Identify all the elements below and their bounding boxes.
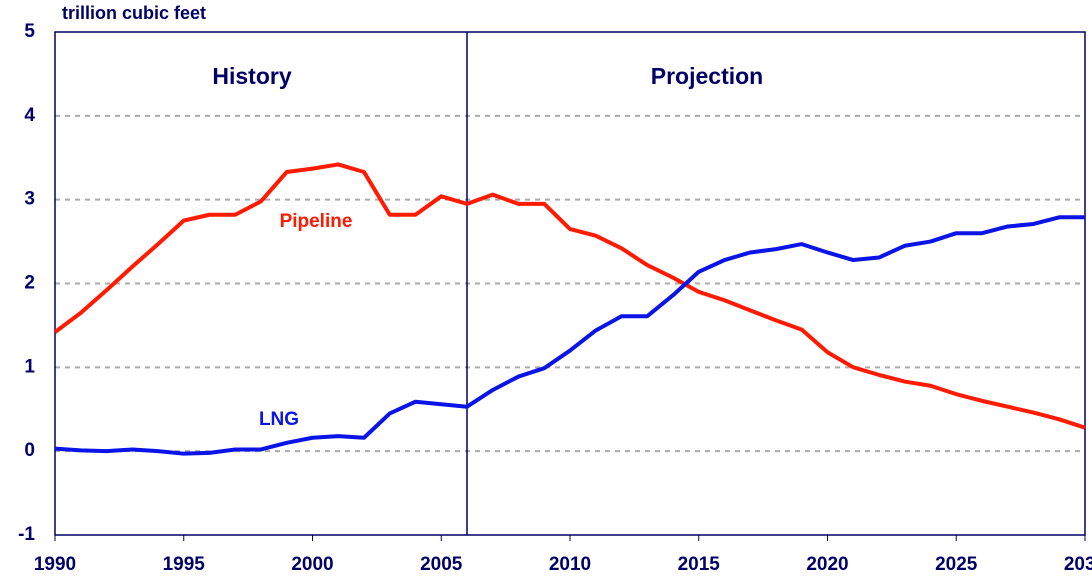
plot-frame bbox=[54, 31, 1086, 536]
lng-label: LNG bbox=[259, 409, 299, 430]
x-tick-label: 2025 bbox=[935, 554, 978, 575]
x-tick-label: 2015 bbox=[678, 554, 721, 575]
y-tick-label: 2 bbox=[24, 273, 35, 294]
x-tick-label: 2010 bbox=[549, 554, 591, 575]
y-axis-label: trillion cubic feet bbox=[62, 3, 206, 23]
x-tick-label: 2020 bbox=[806, 554, 848, 575]
y-tick-label: 4 bbox=[24, 105, 35, 126]
y-tick-label: 5 bbox=[24, 21, 35, 42]
y-tick-label: 0 bbox=[24, 440, 35, 461]
x-tick-label: 2000 bbox=[291, 554, 333, 575]
x-tick-label: 2030 bbox=[1064, 554, 1092, 575]
x-tick-label: 1990 bbox=[34, 554, 76, 575]
projection-label: Projection bbox=[651, 63, 763, 89]
y-tick-label: 1 bbox=[24, 356, 35, 377]
series-line bbox=[54, 215, 1085, 456]
x-tick-label: 2005 bbox=[420, 554, 463, 575]
y-tick-label: -1 bbox=[18, 524, 35, 545]
pipeline-label: Pipeline bbox=[280, 211, 353, 232]
series-line bbox=[53, 162, 1086, 430]
history-label: History bbox=[212, 63, 291, 89]
x-tick-label: 1995 bbox=[163, 554, 206, 575]
y-tick-label: 3 bbox=[24, 189, 35, 210]
